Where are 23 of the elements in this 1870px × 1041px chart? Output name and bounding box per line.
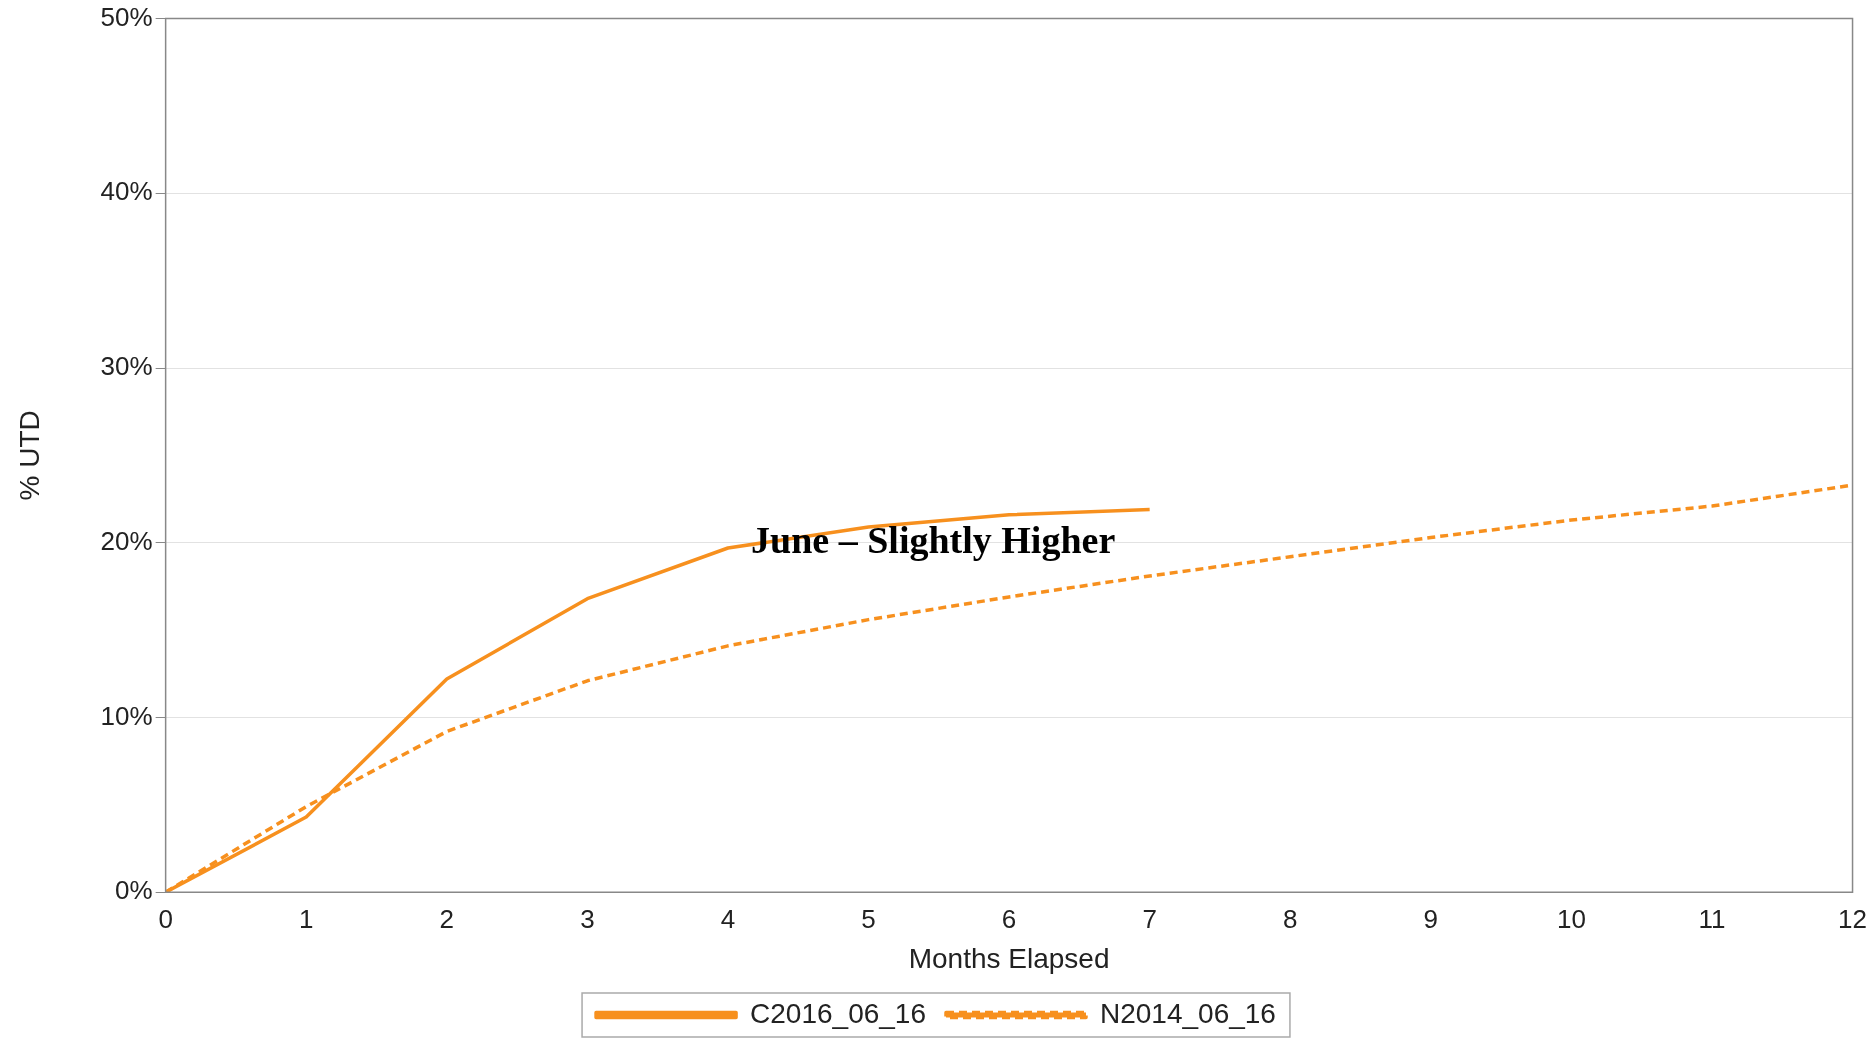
x-axis-title: Months Elapsed [908, 942, 1110, 974]
y-tick-label: 10% [100, 700, 153, 731]
x-tick-label: 4 [720, 903, 736, 934]
legend-label: N2014_06_16 [1100, 997, 1276, 1029]
y-tick-label: 20% [100, 525, 153, 556]
x-tick-label: 1 [298, 903, 314, 934]
x-tick-label: 0 [158, 903, 173, 934]
x-tick-label: 2 [439, 903, 455, 934]
x-tick-label: 3 [580, 903, 595, 934]
y-tick-label: 0% [115, 875, 153, 906]
x-tick-label: 7 [1142, 903, 1157, 934]
y-tick-label: 30% [100, 351, 153, 382]
y-axis-title: % UTD [13, 410, 45, 501]
y-tick-label: 50% [100, 1, 153, 32]
x-tick-label: 10 [1556, 903, 1586, 934]
x-tick-label: 9 [1423, 903, 1439, 934]
x-tick-label: 11 [1698, 903, 1726, 934]
x-tick-label: 12 [1838, 903, 1867, 934]
x-tick-label: 6 [1001, 903, 1017, 934]
legend-label: C2016_06_16 [750, 997, 927, 1029]
y-tick-label: 40% [100, 176, 153, 207]
x-tick-label: 8 [1283, 903, 1298, 934]
x-tick-label: 5 [861, 903, 876, 934]
